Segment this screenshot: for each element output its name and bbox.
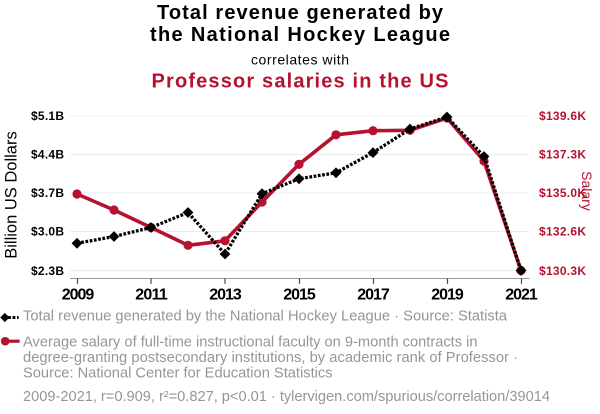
svg-text:$5.1B: $5.1B xyxy=(31,109,64,123)
svg-text:$3.7B: $3.7B xyxy=(31,186,64,200)
svg-text:Source: National Center for Ed: Source: National Center for Education St… xyxy=(23,366,333,382)
svg-text:$130.3K: $130.3K xyxy=(539,264,586,278)
svg-text:degree-granting postsecondary: degree-granting postsecondary institutio… xyxy=(23,350,518,366)
svg-text:Average salary of full-time in: Average salary of full-time instructiona… xyxy=(23,335,478,351)
svg-text:Total revenue generated by the: Total revenue generated by the National … xyxy=(23,309,508,325)
svg-text:$137.3K: $137.3K xyxy=(539,148,586,162)
svg-text:$2.3B: $2.3B xyxy=(31,264,64,278)
svg-text:$139.6K: $139.6K xyxy=(539,109,586,123)
svg-text:2015: 2015 xyxy=(283,287,316,304)
svg-text:2009-2021, r=0.909, r²=0.827,: 2009-2021, r=0.909, r²=0.827, p<0.01 · t… xyxy=(23,389,550,405)
svg-text:2009: 2009 xyxy=(62,287,95,304)
svg-text:Professor salaries in the US: Professor salaries in the US xyxy=(152,71,449,93)
svg-text:$135.0K: $135.0K xyxy=(539,186,586,200)
svg-text:correlates with: correlates with xyxy=(251,52,349,68)
svg-text:$132.6K: $132.6K xyxy=(539,225,586,239)
svg-text:the National Hockey League: the National Hockey League xyxy=(150,24,450,46)
svg-text:$3.0B: $3.0B xyxy=(31,225,64,239)
svg-text:$4.4B: $4.4B xyxy=(31,148,64,162)
svg-text:Billion US Dollars: Billion US Dollars xyxy=(3,131,21,258)
svg-text:Salary: Salary xyxy=(579,171,595,211)
svg-text:Total revenue generated by: Total revenue generated by xyxy=(157,2,444,24)
svg-text:2011: 2011 xyxy=(135,287,168,304)
svg-text:2013: 2013 xyxy=(209,287,242,304)
svg-text:2017: 2017 xyxy=(357,287,390,304)
svg-text:2021: 2021 xyxy=(505,287,538,304)
svg-text:2019: 2019 xyxy=(431,287,464,304)
